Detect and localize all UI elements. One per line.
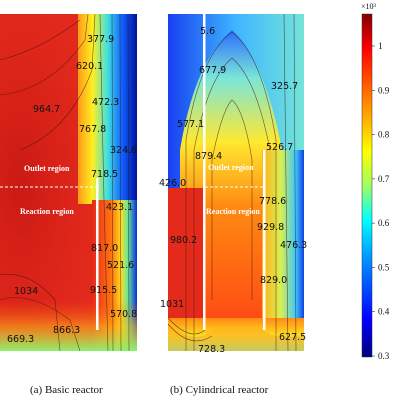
contour-label: 866.3	[53, 325, 80, 336]
contour-label: 980.2	[170, 235, 197, 246]
contour-label: 817.0	[91, 243, 118, 254]
contour-label: 426.0	[159, 178, 186, 189]
contour-label: 1034	[14, 286, 38, 297]
contour-label: 570.8	[110, 309, 137, 320]
colorbar-tick-label: 0.3	[378, 351, 390, 361]
contour-label: 778.6	[259, 196, 286, 207]
contour-labels-b: 5.6 677.9 325.7 577.1 526.7 879.4 426.0 …	[159, 26, 307, 355]
contour-label: 423.1	[106, 202, 133, 213]
contour-label: 829.0	[260, 275, 287, 286]
panel-basic-reactor: Outlet region Reaction region 377.9 620.…	[0, 13, 137, 352]
contour-label: 627.5	[279, 332, 306, 343]
contour-label: 5.6	[200, 26, 215, 37]
caption-basic-reactor: (a) Basic reactor	[30, 384, 103, 396]
colorbar-scale	[361, 13, 373, 358]
contour-label: 1031	[160, 299, 184, 310]
colorbar-ticks: 1 0.9 0.8 0.7 0.6 0.5 0.4 0.3	[372, 41, 390, 361]
contour-label: 669.3	[7, 334, 34, 345]
contour-label: 521.6	[107, 260, 134, 271]
contour-label: 718.5	[91, 169, 118, 180]
outlet-region-label: Outlet region	[24, 164, 70, 173]
contour-label: 476.3	[280, 240, 307, 251]
contour-label: 472.3	[92, 97, 119, 108]
contour-label: 377.9	[87, 34, 114, 45]
colorbar-tick-label: 0.7	[378, 174, 390, 184]
colorbar-tick-label: 0.6	[378, 218, 390, 228]
colorbar-tick-label: 0.4	[378, 307, 390, 317]
contour-label: 964.7	[33, 104, 60, 115]
contour-labels-a: 377.9 620.1 964.7 472.3 767.8 324.6 718.…	[7, 34, 137, 345]
contour-label: 577.1	[177, 119, 204, 130]
colorbar: ×10³ 1 0.9 0.8 0.7 0.6 0.5 0.4 0.3	[361, 2, 390, 361]
colorbar-tick-label: 0.9	[378, 85, 390, 95]
colorbar-multiplier: ×10³	[361, 2, 377, 11]
contour-label: 677.9	[199, 65, 226, 76]
reaction-region-label: Reaction region	[206, 207, 260, 216]
panel-cylindrical-reactor: Outlet region Reaction region 5.6 677.9 …	[159, 13, 307, 355]
colorbar-tick-label: 0.5	[378, 262, 390, 272]
outlet-region-label: Outlet region	[208, 163, 254, 172]
contour-label: 324.6	[110, 145, 137, 156]
contour-label: 325.7	[271, 81, 298, 92]
reaction-region-label: Reaction region	[20, 207, 74, 216]
caption-cylindrical-reactor: (b) Cylindrical reactor	[170, 384, 269, 396]
contour-label: 620.1	[76, 61, 103, 72]
contour-label: 728.3	[198, 344, 225, 355]
contour-label: 526.7	[266, 142, 293, 153]
colorbar-tick-label: 0.8	[378, 130, 390, 140]
contour-label: 767.8	[79, 124, 106, 135]
contour-label: 915.5	[90, 285, 117, 296]
contour-label: 929.8	[257, 222, 284, 233]
contour-label: 879.4	[195, 151, 222, 162]
colorbar-tick-label: 1	[378, 41, 383, 51]
